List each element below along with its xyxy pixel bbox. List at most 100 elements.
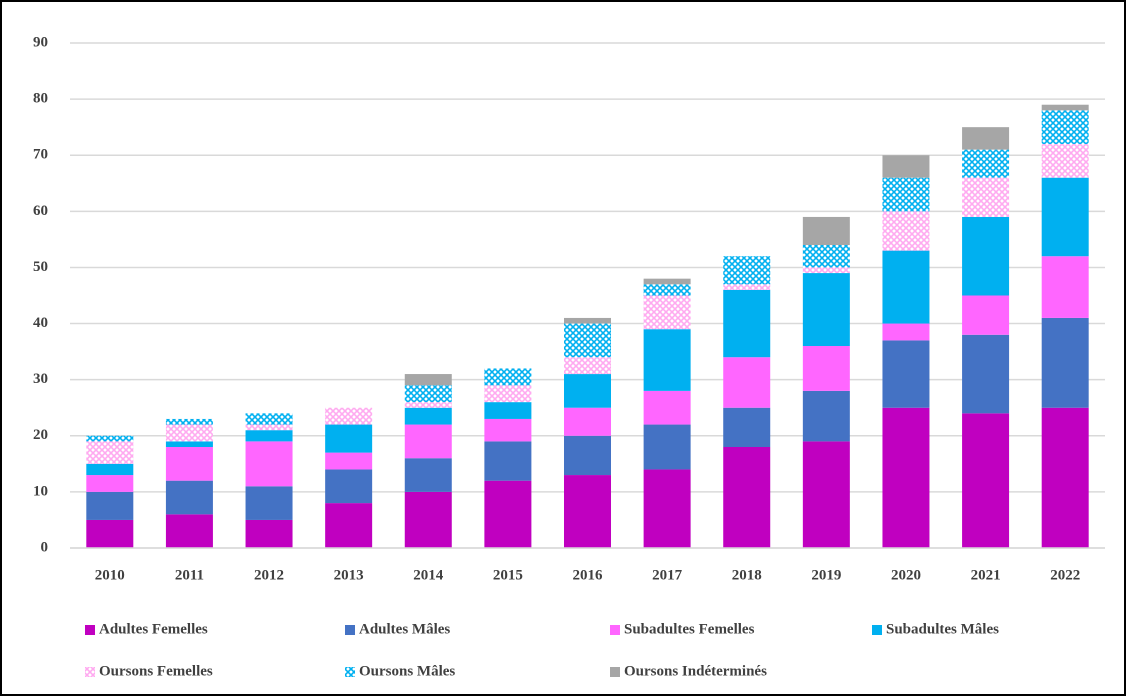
y-tick-label: 0 — [41, 539, 49, 555]
bar-segment — [802, 441, 850, 548]
bar-segment — [404, 374, 452, 386]
bar-segment — [245, 519, 293, 548]
bar-segment — [564, 435, 611, 476]
legend-swatch — [345, 667, 355, 677]
bar-segment — [404, 402, 452, 408]
bar-segment — [643, 469, 691, 548]
bar-segment — [962, 295, 1010, 335]
bar-segment — [165, 447, 213, 481]
bar-segment — [1041, 104, 1089, 111]
legend-label: Oursons Mâles — [359, 663, 455, 679]
bar-segment — [484, 385, 532, 403]
x-tick-label: 2020 — [891, 567, 921, 583]
bar-segment — [643, 295, 691, 330]
bar-segment — [86, 491, 134, 520]
bar-segment — [723, 256, 771, 285]
bar-segment — [325, 469, 373, 504]
legend-label: Oursons Femelles — [99, 663, 213, 679]
y-tick-label: 40 — [33, 315, 48, 331]
bar-segment — [245, 413, 293, 425]
bar-segment — [643, 329, 691, 391]
bar-segment — [245, 486, 293, 520]
bar-segment — [564, 323, 611, 358]
legend-label: Adultes Mâles — [359, 621, 450, 637]
bar-segment — [723, 407, 771, 447]
legend-swatch — [85, 667, 95, 677]
legend-swatch — [610, 667, 620, 677]
bar-segment — [882, 177, 930, 212]
y-tick-label: 10 — [33, 483, 48, 499]
y-tick-label: 30 — [33, 371, 48, 387]
bar-segment — [802, 346, 850, 391]
bar-segment — [802, 267, 850, 274]
x-tick-label: 2014 — [413, 567, 444, 583]
bar-segment — [86, 519, 134, 548]
bar-segment — [643, 424, 691, 470]
bar-segment — [165, 418, 213, 425]
legend-label: Oursons Indéterminés — [624, 663, 767, 679]
y-tick-label: 60 — [33, 203, 48, 219]
x-tick-label: 2018 — [732, 567, 762, 583]
bar-segment — [802, 390, 850, 442]
bar-segment — [723, 357, 771, 408]
bar-segment — [404, 491, 452, 548]
bar-segment — [325, 407, 373, 425]
bar-segment — [1041, 110, 1089, 144]
bar-segment — [962, 334, 1010, 414]
y-tick-label: 90 — [33, 34, 48, 50]
bar-segment — [165, 514, 213, 548]
bar-segment — [404, 424, 452, 459]
x-tick-label: 2013 — [334, 567, 364, 583]
bar-segment — [564, 475, 611, 548]
bar-segment — [165, 480, 213, 515]
legend-swatch — [872, 625, 882, 635]
legend-label: Adultes Femelles — [99, 621, 208, 637]
x-tick-label: 2010 — [95, 567, 125, 583]
bar-segment — [484, 441, 532, 481]
bar-segment — [723, 284, 771, 290]
bar-segment — [882, 155, 930, 178]
bar-segment — [484, 368, 532, 386]
bar-segment — [325, 503, 373, 548]
legend-label: Subadultes Femelles — [624, 621, 755, 637]
bar-segment — [1041, 177, 1089, 257]
y-tick-label: 50 — [33, 259, 48, 275]
bar-segment — [325, 452, 373, 470]
bar-segment — [1041, 407, 1089, 548]
x-tick-label: 2017 — [652, 567, 683, 583]
y-tick-label: 80 — [33, 91, 48, 107]
bar-segment — [882, 407, 930, 548]
bar-segment — [802, 273, 850, 346]
bar-segment — [404, 407, 452, 425]
bar-segment — [882, 340, 930, 408]
bar-segment — [1041, 317, 1089, 408]
bar-segment — [882, 323, 930, 341]
bar-segment — [564, 357, 611, 375]
bar-segment — [86, 435, 134, 442]
y-tick-label: 20 — [33, 427, 48, 443]
bar-segment — [962, 216, 1010, 296]
bar-segment — [86, 441, 134, 464]
bar-segment — [643, 284, 691, 296]
bar-segment — [802, 245, 850, 268]
x-tick-label: 2021 — [971, 567, 1001, 583]
bar-segment — [484, 418, 532, 442]
bar-segment — [1041, 256, 1089, 318]
x-tick-label: 2016 — [573, 567, 604, 583]
bar-segment — [643, 278, 691, 285]
bar-segment — [404, 385, 452, 403]
bar-segment — [962, 413, 1010, 548]
y-tick-label: 70 — [33, 147, 48, 163]
bar-segment — [564, 317, 611, 324]
legend-label: Subadultes Mâles — [886, 621, 999, 637]
bar-segment — [882, 211, 930, 251]
bar-segment — [564, 374, 611, 408]
bar-segment — [484, 480, 532, 548]
x-tick-label: 2019 — [811, 567, 841, 583]
bar-segment — [165, 424, 213, 442]
bar-segment — [86, 475, 134, 492]
bar-segment — [404, 458, 452, 492]
legend-swatch — [345, 625, 355, 635]
bar-segment — [802, 216, 850, 245]
